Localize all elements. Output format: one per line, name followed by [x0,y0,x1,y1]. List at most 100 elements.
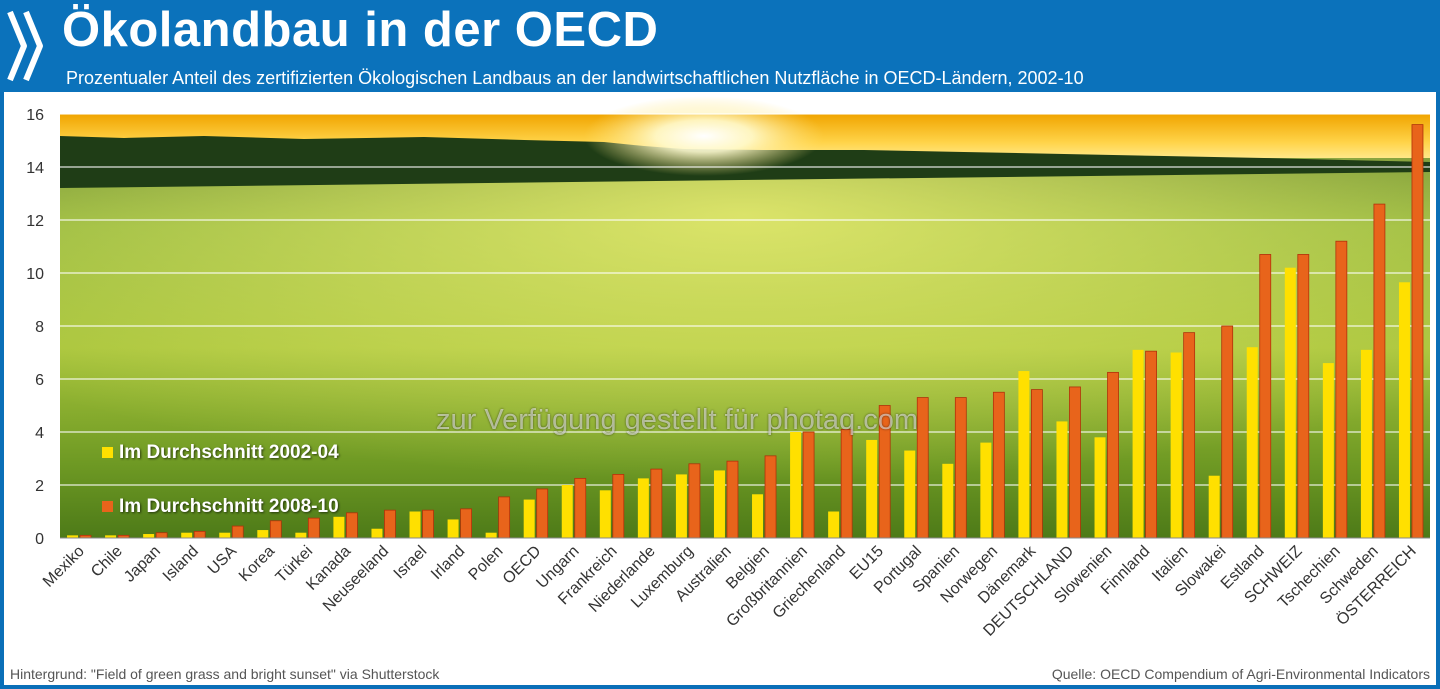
bar-2002-04 [561,485,573,538]
bar-2002-04 [1398,282,1410,538]
bar-2008-10 [269,520,282,539]
bar-2008-10 [954,397,967,539]
watermark-text: zur Verfügung gestellt für photaq.com [436,404,919,436]
y-tick-label: 6 [35,372,44,389]
legend-swatch-orange [102,501,113,513]
bar-2002-04 [752,494,764,538]
bar-2002-04 [371,528,383,538]
gridlines [60,113,1430,486]
bar-2008-10 [726,460,739,539]
legend-label: Im Durchschnitt 2002-04 [119,442,339,463]
bar-2002-04 [1284,267,1296,538]
bar-2008-10 [916,397,929,539]
bar-2008-10 [307,517,320,539]
bar-2008-10 [764,455,777,539]
bar-2002-04 [1322,363,1334,538]
bar-2002-04 [828,511,840,538]
bar-2002-04 [295,532,307,538]
image-credit: Hintergrund: "Field of green grass and b… [10,666,440,682]
bar-2002-04 [1170,352,1182,538]
bar-2008-10 [612,473,625,539]
bar-2002-04 [637,478,649,538]
x-tick-label: Korea [236,543,278,585]
field-background-image [60,96,1430,538]
bar-2002-04 [904,450,916,538]
bar-2002-04 [1208,475,1220,538]
bar-2002-04 [675,474,687,538]
chevrons-logo-icon [7,10,43,82]
y-tick-label: 2 [35,478,44,495]
bar-2008-10 [498,496,511,539]
bar-2008-10 [688,463,701,539]
bar-2002-04 [105,535,117,538]
page-subtitle: Prozentualer Anteil des zertifizierten Ö… [66,68,1084,88]
bar-2002-04 [866,439,878,538]
bar-2002-04 [1246,347,1258,538]
bar-2008-10 [992,391,1005,539]
bar-2002-04 [181,532,193,538]
y-tick-label: 14 [26,160,44,177]
bar-2008-10 [1145,350,1157,539]
bar-2002-04 [219,532,231,538]
bar-2002-04 [942,463,954,538]
bar-2002-04 [257,530,269,538]
bar-2008-10 [1107,371,1119,539]
bar-2008-10 [574,477,587,539]
y-tick-label: 4 [35,425,44,442]
bar-2008-10 [1297,254,1310,539]
bar-2008-10 [231,525,244,539]
bar-2002-04 [1018,371,1030,538]
header-banner: Ökolandbau in der OECD Prozentualer Ante… [0,0,1440,92]
bar-2008-10 [1335,240,1348,539]
bar-2002-04 [1360,349,1372,538]
chart-panel: 0 2 4 6 8 10 12 14 16 Mexiko Chile Japan Island USA K… [4,92,1436,685]
bar-2008-10 [460,508,472,539]
bar-2008-10 [1259,254,1272,539]
legend-label: Im Durchschnitt 2008-10 [119,496,339,517]
x-tick-label: Japan [121,543,164,586]
x-tick-label: Island [160,543,202,585]
source-note: Quelle: OECD Compendium of Agri-Environm… [1051,666,1430,682]
bar-2008-10 [1411,124,1424,539]
bar-2008-10 [384,509,396,539]
bar-2008-10 [1031,389,1043,539]
y-tick-label: 8 [35,319,44,336]
y-tick-label: 16 [26,107,44,124]
bar-2002-04 [143,534,155,538]
bar-2002-04 [409,511,421,538]
legend-item-2008-10: Im Durchschnitt 2008-10 [102,496,339,518]
y-tick-labels: 0 2 4 6 8 10 12 14 16 [26,107,44,548]
y-tick-label: 12 [26,213,44,230]
x-tick-label: Israel [391,543,431,583]
bar-2008-10 [155,532,168,539]
bar-2002-04 [333,516,345,538]
bar-2002-04 [67,535,79,538]
bar-2008-10 [422,509,434,539]
bar-2008-10 [1183,332,1196,539]
bar-2008-10 [1373,203,1386,539]
bar-2008-10 [650,468,663,539]
bar-2008-10 [840,428,853,539]
bar-2002-04 [1056,421,1068,538]
bar-2002-04 [1132,349,1144,538]
x-tick-label: Chile [88,543,126,581]
x-tick-label: Mexiko [40,543,88,591]
legend-item-2002-04: Im Durchschnitt 2002-04 [102,442,339,464]
bar-2002-04 [980,442,992,538]
y-tick-label: 0 [35,531,44,548]
bar-2002-04 [713,470,725,538]
bar-2008-10 [346,512,358,539]
bar-2008-10 [193,530,206,539]
y-tick-label: 10 [26,266,44,283]
page-title: Ökolandbau in der OECD [62,3,659,57]
bar-2002-04 [790,432,802,538]
bars [67,124,1424,539]
bar-2002-04 [1094,437,1106,538]
bar-2008-10 [1221,325,1234,539]
bar-2008-10 [536,488,549,539]
legend-swatch-yellow [102,447,113,459]
bar-2008-10 [1069,386,1081,539]
